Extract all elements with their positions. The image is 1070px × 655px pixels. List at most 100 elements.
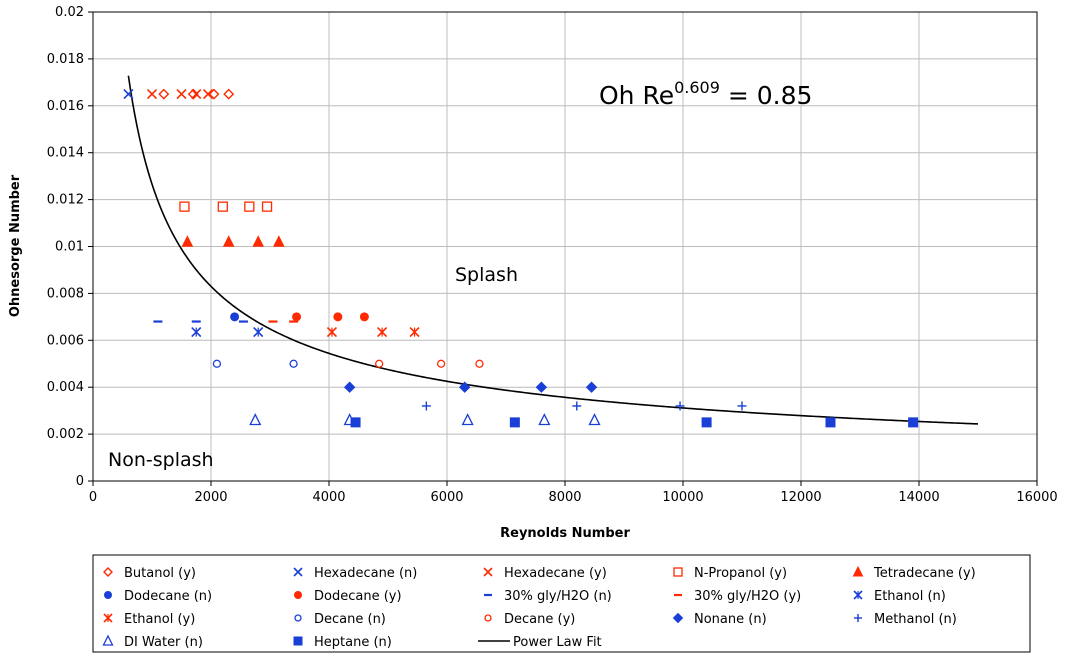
- y-tick-label: 0: [76, 474, 84, 489]
- series-nonane-n: [343, 381, 598, 393]
- y-tick-label: 0.006: [47, 333, 84, 348]
- data-point: [326, 327, 338, 338]
- data-point: [509, 417, 520, 428]
- legend-item-dodecane-n: Dodecane (n): [104, 589, 212, 604]
- legend: Butanol (y) Hexadecane (n) Hexadecane (y) N…: [102, 565, 976, 650]
- data-point: [208, 88, 220, 100]
- y-tick-label: 0.016: [47, 99, 84, 114]
- data-points: [123, 88, 919, 428]
- legend-swatch: [854, 614, 862, 622]
- series-dodecane-y: [292, 312, 369, 322]
- data-point: [181, 235, 194, 247]
- data-point: [350, 417, 361, 428]
- legend-label: Ethanol (y): [124, 612, 195, 627]
- x-tick-label: 10000: [662, 490, 703, 505]
- x-tick-label: 8000: [548, 490, 581, 505]
- x-tick-label: 0: [89, 490, 97, 505]
- data-point: [588, 413, 601, 426]
- x-tick-label: 2000: [194, 490, 227, 505]
- fit-equation-base: Oh Re: [599, 81, 674, 110]
- x-tick-label: 4000: [312, 490, 345, 505]
- data-point: [222, 235, 235, 247]
- data-point: [359, 312, 369, 322]
- legend-label: Decane (y): [504, 612, 575, 627]
- legend-label: Power Law Fit: [513, 635, 602, 650]
- series-hexadecane-y: [146, 89, 214, 100]
- legend-swatch: [102, 634, 114, 646]
- legend-swatch: [853, 590, 863, 600]
- data-point: [212, 359, 222, 368]
- legend-item-di-water-n: DI Water (n): [102, 634, 203, 650]
- data-point: [458, 381, 471, 393]
- x-tick-label: 6000: [430, 490, 463, 505]
- y-tick-label: 0.02: [55, 5, 84, 20]
- data-point: [261, 201, 273, 212]
- legend-item-decane-n: Decane (n): [294, 612, 386, 627]
- x-tick-label: 12000: [780, 490, 821, 505]
- series-tetradecane-y: [181, 235, 285, 247]
- y-axis-title: Ohnesorge Number: [8, 174, 23, 317]
- legend-label: Ethanol (n): [874, 589, 946, 604]
- y-axis-ticks: 0 0.002 0.004 0.006 0.008 0.01 0.012 0.014 0.016…: [47, 5, 93, 489]
- legend-item-butanol-y: Butanol (y): [103, 566, 196, 581]
- data-point: [292, 312, 302, 322]
- data-point: [217, 201, 228, 212]
- data-point: [908, 417, 919, 428]
- data-point: [538, 413, 551, 426]
- data-point: [374, 359, 384, 368]
- x-tick-label: 16000: [1016, 490, 1057, 505]
- data-point: [273, 235, 285, 247]
- x-tick-label: 14000: [898, 490, 939, 505]
- y-tick-label: 0.004: [47, 380, 84, 395]
- legend-label: Methanol (n): [874, 612, 957, 627]
- legend-box: [92, 554, 1031, 653]
- data-point: [572, 401, 582, 411]
- legend-label: Nonane (n): [694, 612, 767, 627]
- data-point: [253, 327, 264, 338]
- fit-equation-rhs: = 0.85: [720, 81, 813, 110]
- legend-item-hexadecane-n: Hexadecane (n): [293, 566, 417, 581]
- legend-label: Butanol (y): [124, 566, 196, 581]
- data-point: [179, 201, 190, 212]
- data-point: [176, 89, 187, 100]
- legend-label: N-Propanol (y): [694, 566, 787, 581]
- series-methanol-n: [421, 401, 747, 411]
- legend-swatch: [294, 614, 302, 622]
- legend-label: 30% gly/H2O (n): [504, 589, 612, 604]
- legend-item-methanol-n: Methanol (n): [854, 612, 957, 627]
- y-tick-label: 0.002: [47, 427, 84, 442]
- series-dodecane-n: [230, 312, 240, 322]
- data-point: [146, 89, 158, 100]
- legend-item-ethanol-y: Ethanol (y): [103, 612, 195, 627]
- legend-item-nonane-n: Nonane (n): [672, 612, 767, 627]
- data-point: [158, 88, 170, 100]
- y-tick-label: 0.014: [47, 146, 84, 161]
- data-point: [737, 401, 747, 411]
- legend-label: 30% gly/H2O (y): [694, 589, 801, 604]
- legend-item-ethanol-n: Ethanol (n): [853, 589, 946, 604]
- data-point: [436, 359, 446, 368]
- legend-swatch: [852, 565, 864, 577]
- series-decane-y: [374, 359, 484, 368]
- x-axis-title: Reynolds Number: [500, 526, 630, 541]
- y-tick-label: 0.012: [47, 193, 84, 208]
- legend-swatch: [104, 591, 112, 599]
- legend-swatch: [294, 591, 302, 599]
- legend-item-tetradecane-y: Tetradecane (y): [852, 565, 976, 581]
- legend-swatch: [103, 613, 113, 623]
- data-point: [421, 401, 431, 411]
- legend-item-heptane-n: Heptane (n): [293, 635, 392, 650]
- y-tick-label: 0.018: [47, 52, 84, 67]
- legend-swatch: [103, 567, 113, 577]
- data-point: [187, 88, 199, 100]
- series-butanol-y: [158, 88, 235, 100]
- series-ethanol-y: [326, 327, 420, 338]
- legend-item-30-gly-h2o-n: 30% gly/H2O (n): [484, 589, 612, 604]
- data-point: [675, 401, 685, 411]
- data-point: [343, 381, 356, 393]
- data-point: [701, 417, 712, 428]
- legend-item-dodecane-y: Dodecane (y): [294, 589, 402, 604]
- y-tick-label: 0.01: [55, 240, 84, 255]
